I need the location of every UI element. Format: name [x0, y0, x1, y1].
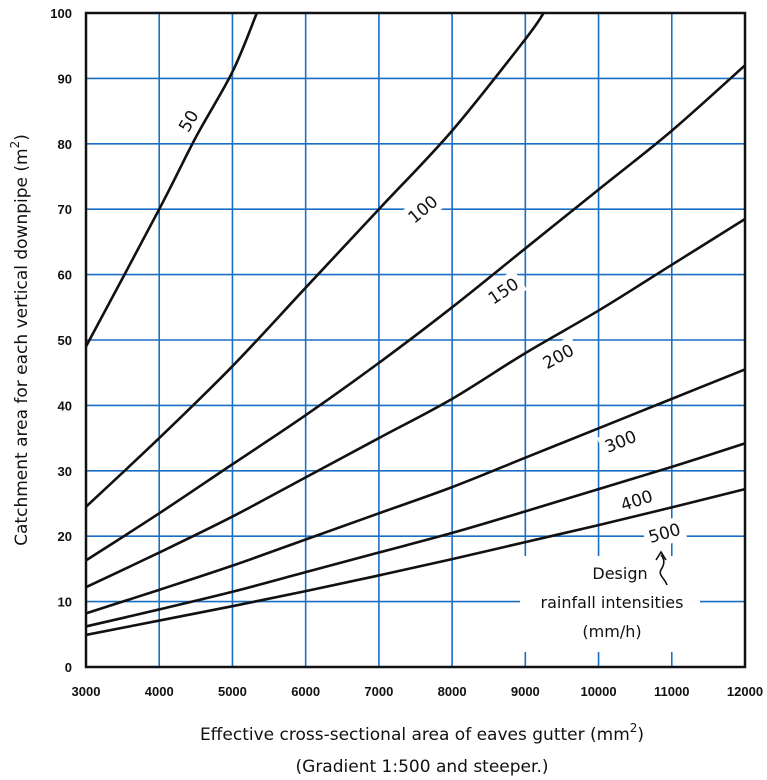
y-tick-label: 40 — [58, 398, 72, 413]
curve-label-bg — [399, 186, 447, 232]
y-axis-title-main: Catchment area for each vertical downpip… — [12, 148, 32, 545]
curve-150 — [85, 64, 746, 562]
curve-200 — [85, 217, 746, 589]
curve-100 — [85, 12, 545, 508]
x-tick-label: 12000 — [727, 684, 763, 699]
x-tick-label: 9000 — [511, 684, 540, 699]
y-tick-label: 60 — [58, 268, 72, 283]
curve-label-400: 400 — [618, 487, 655, 516]
curve-300 — [85, 368, 746, 615]
x-axis-subtitle: (Gradient 1:500 and steeper.) — [296, 757, 549, 777]
annotation: Design rainfall intensities (mm/h) — [520, 550, 700, 652]
annotation-arrowhead — [655, 550, 667, 561]
curve-label-bg — [641, 515, 688, 551]
x-tick-label: 4000 — [145, 684, 174, 699]
x-tick-label: 8000 — [438, 684, 467, 699]
x-axis-title-close: ) — [637, 725, 644, 745]
y-axis-title: Catchment area for each vertical downpip… — [8, 134, 32, 546]
x-axis-title-main: Effective cross-sectional area of eaves … — [200, 725, 630, 745]
annotation-background — [520, 556, 700, 652]
curve-label-bg — [170, 101, 207, 140]
curve-label-bg — [479, 269, 528, 313]
tick-labels: 3000 4000 5000 6000 7000 8000 9000 10000 11000 12… — [50, 6, 763, 699]
y-tick-label: 70 — [58, 202, 72, 217]
x-axis-title: Effective cross-sectional area of eaves … — [200, 721, 644, 745]
curve-500 — [85, 487, 746, 637]
annotation-line-3: (mm/h) — [582, 622, 641, 641]
curve-label-bg — [597, 422, 645, 461]
y-tick-label: 0 — [65, 660, 72, 675]
curve-label-bg — [613, 482, 660, 518]
plot-frame — [84, 11, 747, 669]
y-tick-label: 20 — [58, 529, 72, 544]
curve-label-300: 300 — [602, 427, 640, 458]
annotation-line-1: Design — [592, 564, 647, 583]
y-tick-label: 90 — [58, 71, 72, 86]
x-tick-label: 11000 — [654, 684, 689, 699]
y-tick-label: 100 — [50, 6, 72, 21]
annotation-arrow — [659, 554, 668, 586]
x-tick-label: 10000 — [580, 684, 616, 699]
curve-label-bg — [534, 335, 583, 377]
curve-label-500: 500 — [646, 520, 683, 548]
curve-400 — [85, 442, 746, 628]
curve-50 — [84, 12, 259, 348]
y-tick-label: 10 — [58, 595, 72, 610]
x-tick-label: 7000 — [364, 684, 393, 699]
x-tick-label: 5000 — [218, 684, 247, 699]
y-axis-title-close: ) — [12, 134, 32, 141]
y-tick-label: 30 — [58, 464, 72, 479]
x-tick-label: 3000 — [72, 684, 101, 699]
y-tick-label: 50 — [58, 333, 72, 348]
annotation-line-2: rainfall intensities — [541, 593, 684, 612]
y-axis-title-sup: 2 — [8, 141, 22, 149]
x-axis-title-sup: 2 — [630, 721, 638, 735]
x-tick-label: 6000 — [291, 684, 320, 699]
y-tick-label: 80 — [58, 137, 72, 152]
